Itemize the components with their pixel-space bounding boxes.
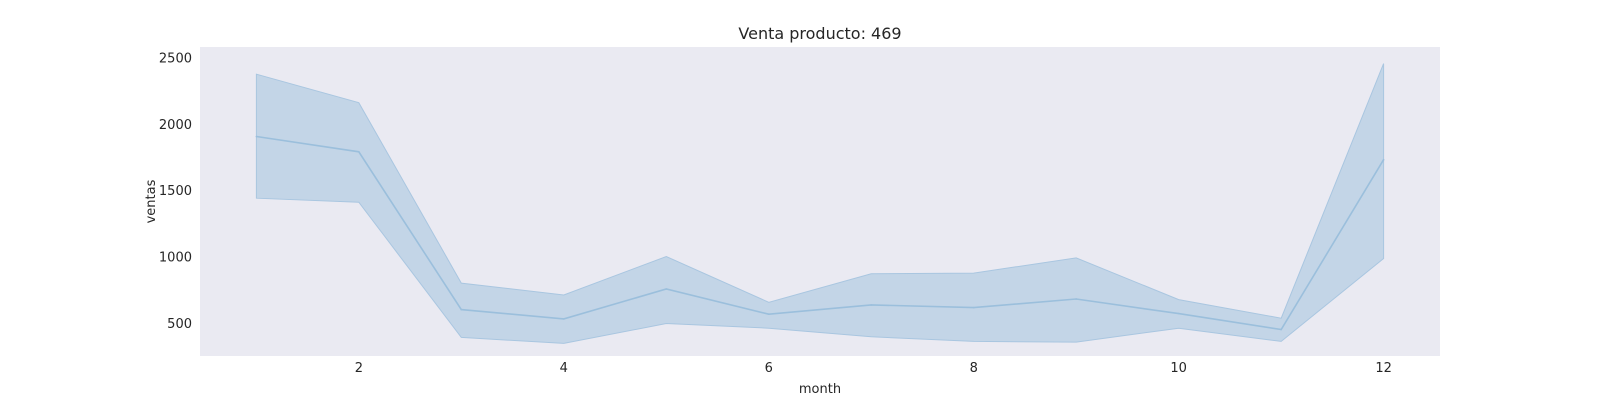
data-point <box>460 308 463 311</box>
y-tick-label: 1500 <box>159 184 192 199</box>
x-tick-label: 10 <box>1170 361 1187 376</box>
data-point <box>255 135 258 138</box>
data-point <box>1075 298 1077 300</box>
x-tick-label: 6 <box>765 361 773 376</box>
x-tick-label: 2 <box>355 361 363 376</box>
data-point <box>1382 158 1385 161</box>
confidence-band-layer <box>255 63 1385 344</box>
data-point <box>972 306 975 309</box>
x-tick-label: 8 <box>970 361 978 376</box>
data-point <box>563 318 565 320</box>
data-point <box>358 150 360 153</box>
series-line-layer <box>255 135 1385 331</box>
data-point <box>1177 312 1180 315</box>
series-line <box>256 135 1385 331</box>
x-tick-label: 4 <box>560 361 568 376</box>
data-point <box>1280 328 1282 331</box>
x-tick-label: 12 <box>1375 361 1392 376</box>
y-tick-label: 1000 <box>159 251 192 266</box>
x-axis-label: month <box>799 382 841 397</box>
data-point <box>870 304 873 306</box>
y-tick-label: 2500 <box>159 52 192 67</box>
data-point <box>767 313 770 316</box>
confidence-band <box>255 63 1385 344</box>
chart-title: Venta producto: 469 <box>738 24 901 43</box>
y-tick-labels: 500 1000 1500 2000 2500 <box>159 52 192 332</box>
y-tick-label: 500 <box>167 317 192 332</box>
y-tick-label: 2000 <box>159 118 192 133</box>
y-axis-label: ventas <box>144 179 159 223</box>
x-tick-labels: 2 4 6 8 10 12 <box>355 361 1392 376</box>
data-point <box>665 288 668 290</box>
